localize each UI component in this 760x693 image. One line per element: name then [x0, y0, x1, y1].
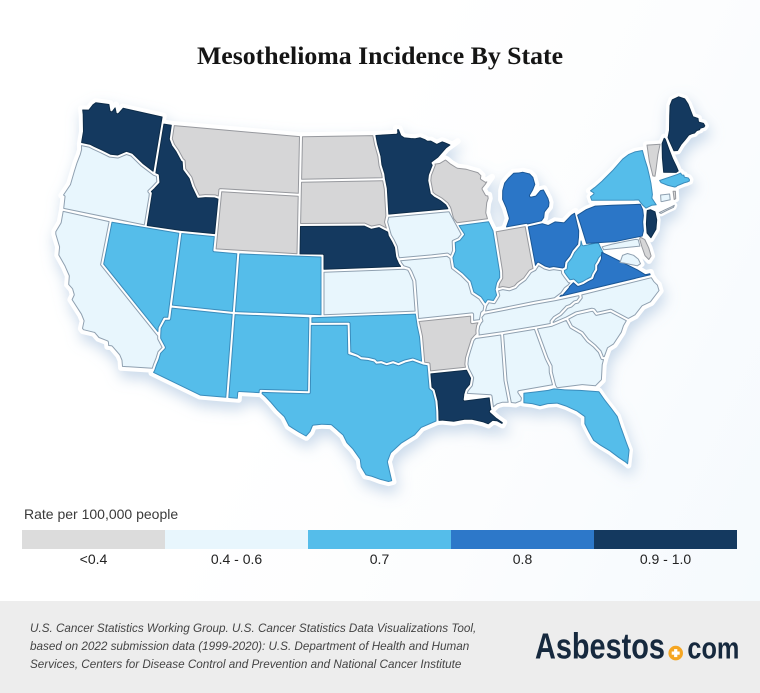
- svg-text:com: com: [687, 630, 739, 665]
- svg-text:Asbestos: Asbestos: [535, 625, 665, 666]
